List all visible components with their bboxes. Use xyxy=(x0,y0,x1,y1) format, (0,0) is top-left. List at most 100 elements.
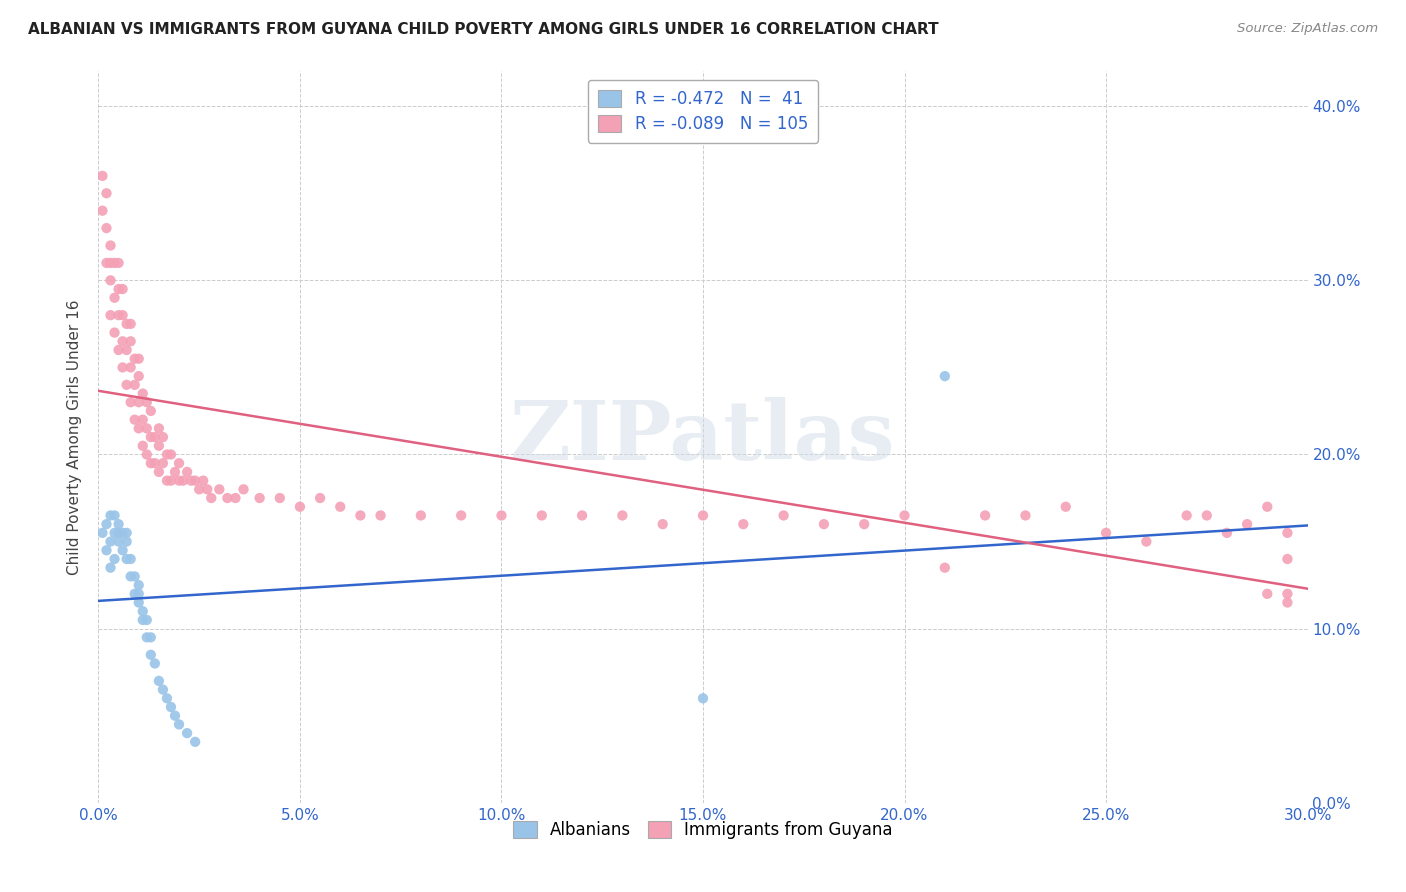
Point xyxy=(111,282,134,296)
Point xyxy=(124,412,146,426)
Point xyxy=(128,587,150,601)
Point xyxy=(132,613,155,627)
Point xyxy=(349,508,371,523)
Point xyxy=(1216,525,1239,540)
Point xyxy=(163,465,186,479)
Point xyxy=(288,500,311,514)
Point xyxy=(172,474,194,488)
Point xyxy=(107,525,129,540)
Point xyxy=(1277,552,1299,566)
Point xyxy=(143,456,166,470)
Point xyxy=(96,221,118,235)
Point xyxy=(409,508,432,523)
Point xyxy=(152,430,174,444)
Point xyxy=(120,360,142,375)
Point xyxy=(167,456,190,470)
Point xyxy=(132,604,155,618)
Point xyxy=(530,508,553,523)
Point xyxy=(208,483,231,497)
Point xyxy=(974,508,997,523)
Point xyxy=(100,534,122,549)
Point xyxy=(200,491,222,505)
Point xyxy=(100,560,122,574)
Point xyxy=(692,691,714,706)
Point xyxy=(111,543,134,558)
Point xyxy=(934,560,956,574)
Point xyxy=(115,317,138,331)
Point xyxy=(107,517,129,532)
Point xyxy=(1277,525,1299,540)
Point xyxy=(232,483,254,497)
Point xyxy=(103,552,125,566)
Point xyxy=(103,256,125,270)
Point xyxy=(96,256,118,270)
Point xyxy=(100,238,122,252)
Point xyxy=(120,334,142,349)
Point xyxy=(143,430,166,444)
Point xyxy=(96,543,118,558)
Point xyxy=(107,343,129,357)
Point xyxy=(128,395,150,409)
Point xyxy=(96,517,118,532)
Point xyxy=(224,491,246,505)
Point xyxy=(132,439,155,453)
Point xyxy=(269,491,291,505)
Point xyxy=(100,308,122,322)
Point xyxy=(91,169,114,183)
Point xyxy=(163,708,186,723)
Point xyxy=(217,491,239,505)
Point xyxy=(1256,587,1278,601)
Point xyxy=(193,474,215,488)
Point xyxy=(124,569,146,583)
Point xyxy=(249,491,271,505)
Point xyxy=(115,377,138,392)
Point xyxy=(111,525,134,540)
Point xyxy=(135,613,157,627)
Point xyxy=(571,508,593,523)
Point xyxy=(111,308,134,322)
Point xyxy=(115,534,138,549)
Point xyxy=(135,631,157,645)
Point xyxy=(195,483,218,497)
Point xyxy=(733,517,755,532)
Point xyxy=(139,648,162,662)
Point xyxy=(1236,517,1258,532)
Point xyxy=(370,508,392,523)
Point xyxy=(813,517,835,532)
Point xyxy=(111,334,134,349)
Point xyxy=(1054,500,1077,514)
Point xyxy=(139,430,162,444)
Point xyxy=(152,456,174,470)
Point xyxy=(103,326,125,340)
Point xyxy=(115,552,138,566)
Point xyxy=(853,517,876,532)
Legend: Albanians, Immigrants from Guyana: Albanians, Immigrants from Guyana xyxy=(506,814,900,846)
Point xyxy=(135,448,157,462)
Point xyxy=(128,421,150,435)
Point xyxy=(160,700,183,714)
Point xyxy=(152,682,174,697)
Point xyxy=(167,474,190,488)
Point xyxy=(120,395,142,409)
Point xyxy=(139,456,162,470)
Point xyxy=(148,421,170,435)
Point xyxy=(1175,508,1198,523)
Point xyxy=(143,657,166,671)
Y-axis label: Child Poverty Among Girls Under 16: Child Poverty Among Girls Under 16 xyxy=(67,300,83,574)
Point xyxy=(893,508,915,523)
Point xyxy=(115,343,138,357)
Point xyxy=(692,508,714,523)
Point xyxy=(100,508,122,523)
Point xyxy=(139,631,162,645)
Point xyxy=(934,369,956,384)
Point xyxy=(120,552,142,566)
Text: ZIPatlas: ZIPatlas xyxy=(510,397,896,477)
Point xyxy=(120,569,142,583)
Point xyxy=(1195,508,1218,523)
Point xyxy=(160,448,183,462)
Point xyxy=(309,491,332,505)
Point xyxy=(184,735,207,749)
Point xyxy=(128,595,150,609)
Point xyxy=(107,282,129,296)
Point xyxy=(128,578,150,592)
